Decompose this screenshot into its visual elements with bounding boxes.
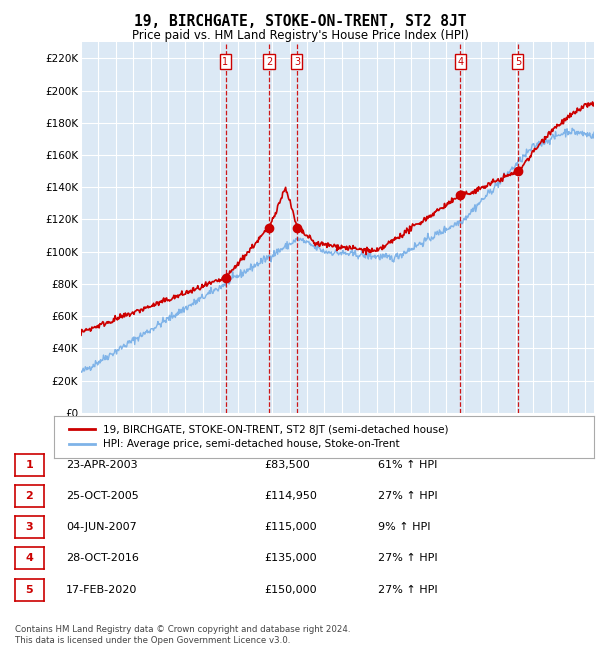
Text: 1: 1 [223,57,229,66]
Text: 61% ↑ HPI: 61% ↑ HPI [378,460,437,470]
Text: £150,000: £150,000 [264,584,317,595]
Text: 19, BIRCHGATE, STOKE-ON-TRENT, ST2 8JT: 19, BIRCHGATE, STOKE-ON-TRENT, ST2 8JT [134,14,466,29]
Text: 3: 3 [294,57,300,66]
Text: 2: 2 [26,491,33,501]
Text: 27% ↑ HPI: 27% ↑ HPI [378,491,437,501]
Text: 9% ↑ HPI: 9% ↑ HPI [378,522,431,532]
Text: 27% ↑ HPI: 27% ↑ HPI [378,584,437,595]
Text: £83,500: £83,500 [264,460,310,470]
Text: £135,000: £135,000 [264,553,317,564]
Text: £114,950: £114,950 [264,491,317,501]
Text: 27% ↑ HPI: 27% ↑ HPI [378,553,437,564]
Legend: 19, BIRCHGATE, STOKE-ON-TRENT, ST2 8JT (semi-detached house), HPI: Average price: 19, BIRCHGATE, STOKE-ON-TRENT, ST2 8JT (… [65,421,453,454]
Text: 4: 4 [457,57,464,66]
Text: £115,000: £115,000 [264,522,317,532]
Text: 5: 5 [515,57,521,66]
Text: 25-OCT-2005: 25-OCT-2005 [66,491,139,501]
Text: Price paid vs. HM Land Registry's House Price Index (HPI): Price paid vs. HM Land Registry's House … [131,29,469,42]
Text: 1: 1 [26,460,33,470]
Text: 2: 2 [266,57,272,66]
Text: 3: 3 [26,522,33,532]
Text: 17-FEB-2020: 17-FEB-2020 [66,584,137,595]
Text: 28-OCT-2016: 28-OCT-2016 [66,553,139,564]
Text: 4: 4 [25,553,34,564]
Text: 5: 5 [26,584,33,595]
Text: 23-APR-2003: 23-APR-2003 [66,460,137,470]
Text: Contains HM Land Registry data © Crown copyright and database right 2024.
This d: Contains HM Land Registry data © Crown c… [15,625,350,645]
Text: 04-JUN-2007: 04-JUN-2007 [66,522,137,532]
